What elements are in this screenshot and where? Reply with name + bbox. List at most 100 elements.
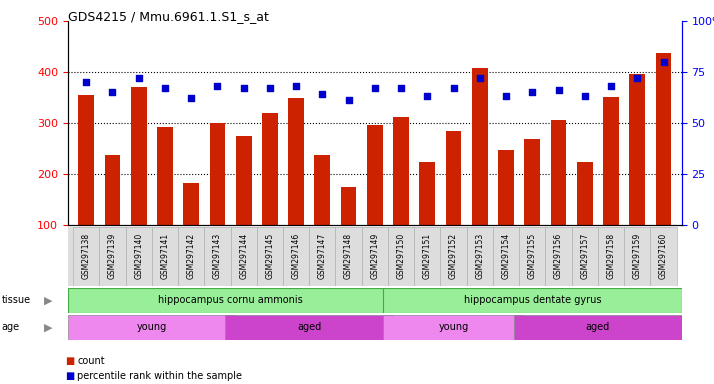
Bar	[393, 117, 409, 225]
Bar	[603, 98, 619, 225]
Bar	[383, 315, 524, 340]
Point	[106, 89, 118, 96]
Text: aged: aged	[585, 322, 610, 333]
Point	[343, 98, 354, 104]
Bar	[388, 227, 414, 286]
Bar	[209, 123, 226, 225]
Point	[264, 85, 276, 91]
Bar	[104, 155, 121, 225]
Bar	[441, 227, 467, 286]
Text: GSM297148: GSM297148	[344, 233, 353, 279]
Text: GSM297159: GSM297159	[633, 233, 642, 279]
Text: GSM297149: GSM297149	[371, 233, 379, 279]
Bar	[157, 127, 173, 225]
Point	[186, 95, 197, 101]
Point	[316, 91, 328, 98]
Text: GSM297151: GSM297151	[423, 233, 432, 279]
Bar	[288, 98, 304, 225]
Text: GDS4215 / Mmu.6961.1.S1_s_at: GDS4215 / Mmu.6961.1.S1_s_at	[68, 10, 268, 23]
Bar	[414, 227, 441, 286]
Bar	[231, 227, 257, 286]
Bar	[598, 227, 624, 286]
Point	[211, 83, 223, 89]
Text: age: age	[1, 322, 19, 333]
Text: young: young	[136, 322, 167, 333]
Bar	[257, 227, 283, 286]
Bar	[341, 187, 356, 225]
Text: GSM297143: GSM297143	[213, 233, 222, 279]
Point	[159, 85, 171, 91]
Bar	[524, 139, 540, 225]
Text: GSM297140: GSM297140	[134, 233, 144, 279]
Text: GSM297141: GSM297141	[161, 233, 169, 279]
Bar	[650, 227, 677, 286]
Bar	[183, 183, 199, 225]
Text: GSM297153: GSM297153	[476, 233, 484, 279]
Text: GSM297142: GSM297142	[186, 233, 196, 279]
Text: GSM297138: GSM297138	[81, 233, 91, 279]
Bar	[419, 162, 436, 225]
Text: GSM297139: GSM297139	[108, 233, 117, 279]
Point	[474, 75, 486, 81]
Point	[632, 75, 643, 81]
Point	[396, 85, 407, 91]
Bar	[99, 227, 126, 286]
Bar	[73, 227, 99, 286]
Bar	[126, 227, 152, 286]
Bar	[68, 315, 236, 340]
Bar	[446, 131, 461, 225]
Text: ■: ■	[65, 371, 74, 381]
Text: ■: ■	[65, 356, 74, 366]
Text: GSM297158: GSM297158	[606, 233, 615, 279]
Bar	[629, 73, 645, 225]
Bar	[79, 95, 94, 225]
Point	[422, 93, 433, 99]
Bar	[178, 227, 204, 286]
Point	[81, 79, 92, 85]
Text: GSM297150: GSM297150	[396, 233, 406, 279]
Text: aged: aged	[297, 322, 321, 333]
Bar	[577, 162, 593, 225]
Point	[501, 93, 512, 99]
Text: GSM297157: GSM297157	[580, 233, 589, 279]
Point	[238, 85, 249, 91]
Bar	[655, 53, 671, 225]
Bar	[236, 136, 251, 225]
Bar	[383, 288, 682, 313]
Text: ▶: ▶	[44, 322, 52, 333]
Point	[579, 93, 590, 99]
Text: GSM297145: GSM297145	[266, 233, 274, 279]
Bar	[545, 227, 572, 286]
Bar	[367, 125, 383, 225]
Bar	[336, 227, 362, 286]
Text: count: count	[77, 356, 105, 366]
Bar	[68, 288, 393, 313]
Bar	[572, 227, 598, 286]
Text: tissue: tissue	[1, 295, 31, 306]
Bar	[314, 155, 331, 225]
Point	[448, 85, 459, 91]
Point	[553, 87, 564, 93]
Bar	[262, 113, 278, 225]
Point	[369, 85, 381, 91]
Bar	[498, 150, 514, 225]
Text: ▶: ▶	[44, 295, 52, 306]
Point	[605, 83, 617, 89]
Bar	[131, 87, 146, 225]
Text: GSM297154: GSM297154	[501, 233, 511, 279]
Point	[658, 59, 669, 65]
Bar	[362, 227, 388, 286]
Bar	[550, 120, 566, 225]
Text: young: young	[438, 322, 468, 333]
Text: hippocampus dentate gyrus: hippocampus dentate gyrus	[463, 295, 601, 306]
Point	[133, 75, 144, 81]
Text: GSM297152: GSM297152	[449, 233, 458, 279]
Bar	[152, 227, 178, 286]
Bar	[204, 227, 231, 286]
Text: GSM297146: GSM297146	[291, 233, 301, 279]
Bar	[624, 227, 650, 286]
Point	[527, 89, 538, 96]
Bar	[283, 227, 309, 286]
Bar	[467, 227, 493, 286]
Text: GSM297156: GSM297156	[554, 233, 563, 279]
